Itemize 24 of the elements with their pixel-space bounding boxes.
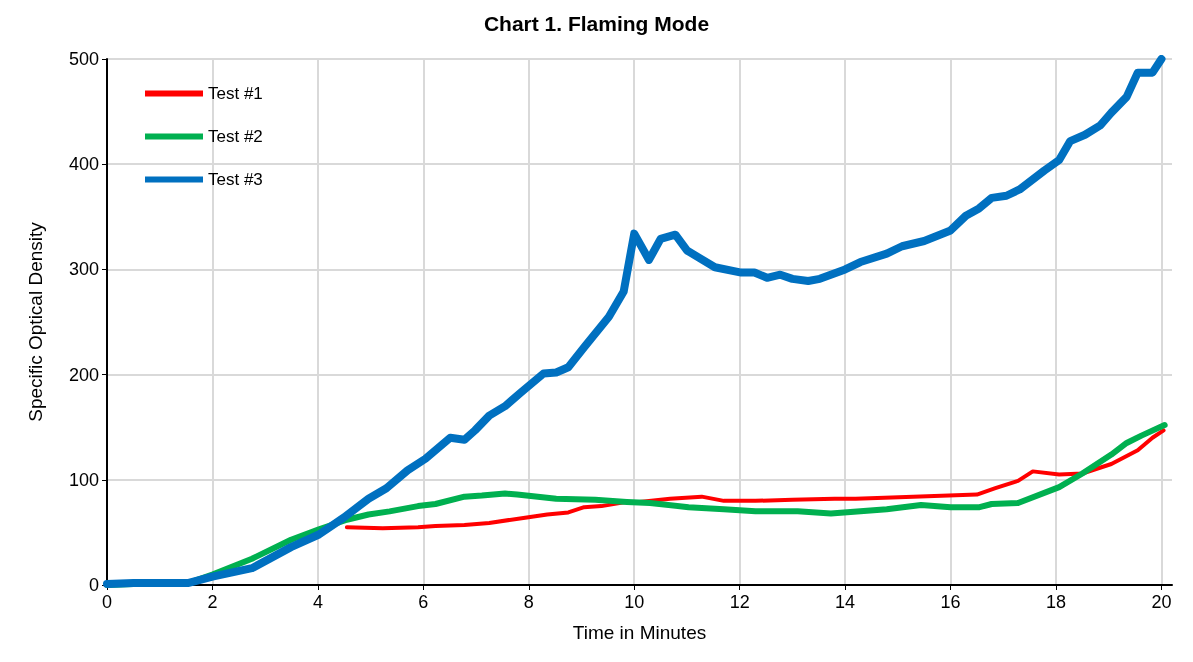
x-tick-label: 18 bbox=[1045, 592, 1067, 612]
y-axis-title: Specific Optical Density bbox=[25, 221, 46, 422]
x-tick-label: 6 bbox=[418, 592, 429, 612]
y-tick-label: 300 bbox=[68, 259, 99, 280]
x-tick-label: 8 bbox=[523, 592, 534, 612]
line-series bbox=[344, 428, 1166, 531]
x-tick-label: 20 bbox=[1151, 592, 1172, 612]
x-tick-label: 4 bbox=[312, 592, 323, 612]
x-axis-title: Time in Minutes bbox=[572, 622, 707, 643]
legend-label: Test #3 bbox=[208, 170, 263, 189]
x-tick-label: 0 bbox=[101, 592, 113, 612]
y-tick-label: 0 bbox=[88, 575, 99, 595]
y-tick-label: 200 bbox=[68, 364, 99, 385]
x-tick-label: 12 bbox=[729, 592, 750, 612]
x-tick-label: 2 bbox=[207, 592, 218, 612]
x-tick-label: 16 bbox=[940, 592, 961, 612]
x-tick-label: 10 bbox=[624, 592, 645, 612]
y-tick-label: 400 bbox=[68, 154, 99, 175]
x-tick-label: 14 bbox=[835, 592, 856, 612]
y-tick-label: 100 bbox=[68, 469, 99, 490]
legend-label: Test #1 bbox=[208, 84, 263, 103]
y-tick-label: 500 bbox=[68, 49, 99, 69]
legend-label: Test #2 bbox=[208, 127, 263, 146]
chart-title: Chart 1. Flaming Mode bbox=[483, 12, 710, 35]
